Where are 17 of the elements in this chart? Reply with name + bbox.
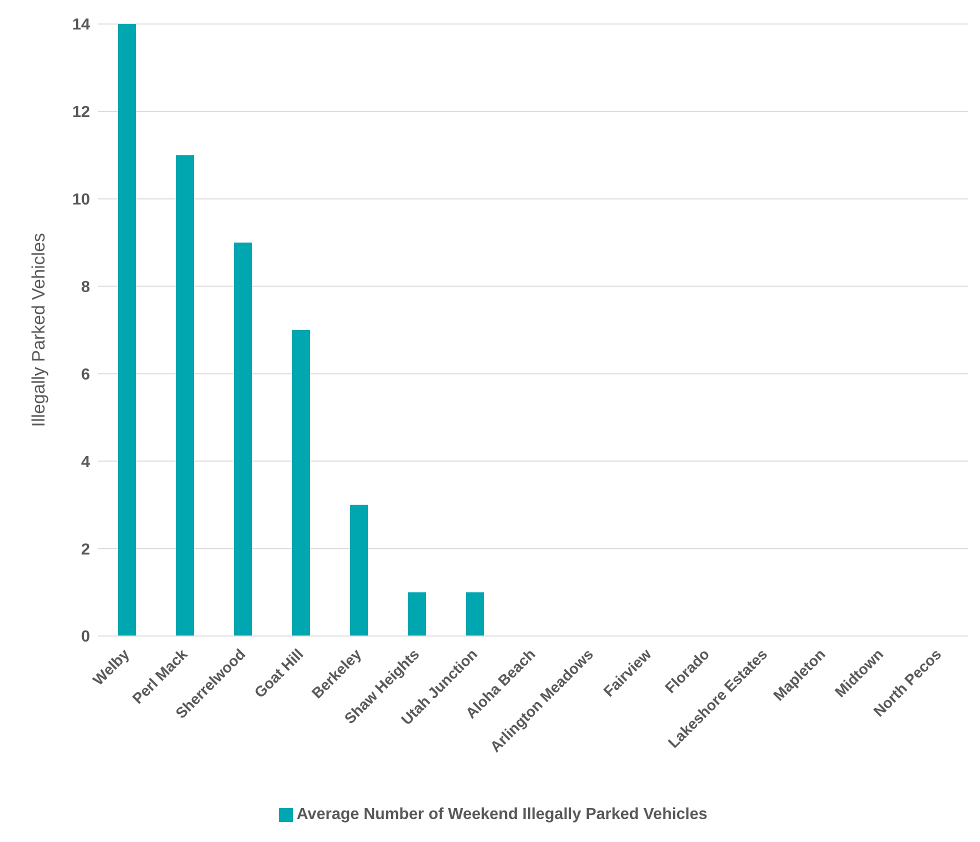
y-tick-label: 14 — [72, 16, 90, 34]
y-axis-title: Illegally Parked Vehicles — [28, 232, 48, 428]
y-tick-label: 10 — [72, 192, 90, 209]
bar — [118, 24, 136, 636]
y-tick-label: 0 — [81, 628, 90, 646]
bar — [408, 592, 426, 636]
legend-label: Average Number of Weekend Illegally Parked Vehicles — [296, 806, 708, 823]
y-tick-label: 6 — [81, 366, 90, 384]
y-tick-label: 4 — [81, 454, 90, 471]
bar — [292, 330, 310, 636]
bar — [176, 155, 194, 636]
bar — [350, 504, 368, 636]
y-tick-label: 2 — [81, 541, 90, 558]
y-tick-label: 8 — [81, 278, 90, 296]
bar — [234, 242, 252, 636]
y-tick-label: 12 — [72, 104, 90, 122]
bar — [466, 592, 484, 636]
